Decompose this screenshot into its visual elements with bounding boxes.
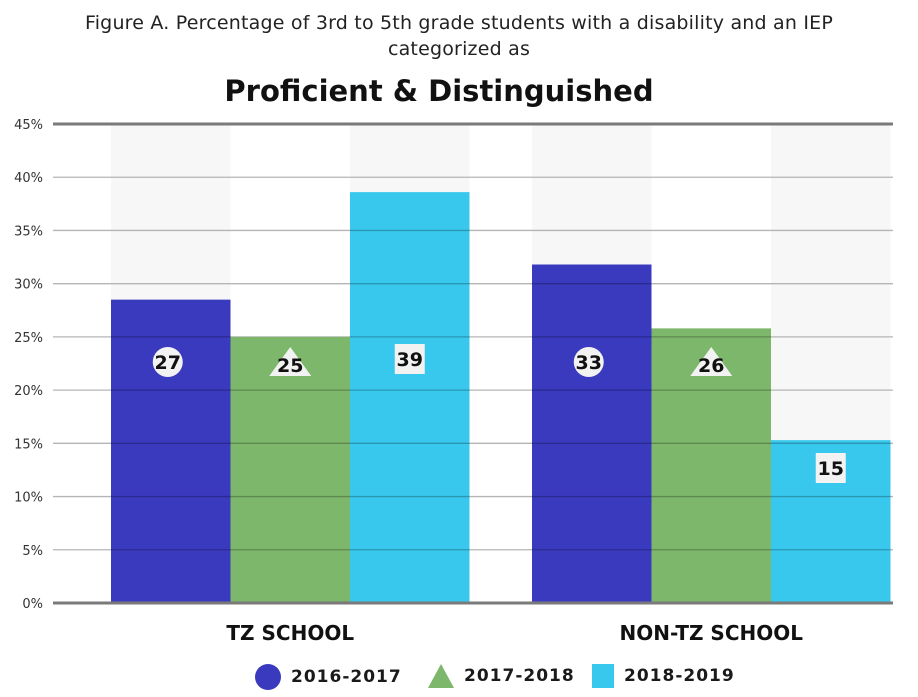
data-label: 27 [155,352,181,374]
y-tick-label: 20% [14,384,43,399]
legend-item-2017-2018[interactable]: 2017-2018 [428,664,575,688]
legend-circle-icon [255,664,281,690]
y-tick-label: 0% [22,597,43,612]
x-category-label: NON-TZ SCHOOL [619,621,803,645]
y-tick-label: 35% [14,224,43,239]
label-square-marker [394,344,425,374]
y-tick-label: 10% [14,491,43,506]
label-circle-marker [152,347,183,377]
chart-title: Proficient & Distinguished [224,74,654,108]
x-axis-labels: TZ SCHOOL NON-TZ SCHOOL [226,621,803,645]
data-labels: 27 25 39 33 26 15 [152,344,846,483]
y-tick-label: 45% [14,118,43,133]
data-label: 26 [698,355,724,377]
data-label: 25 [277,355,303,377]
data-label: 33 [576,352,602,374]
label-triangle-marker [690,347,733,376]
label-triangle-marker [269,347,312,376]
y-tick-label: 15% [14,437,43,452]
bar-2016-2017[interactable] [532,264,652,603]
legend-square-icon [592,664,614,688]
y-tick-label: 25% [14,331,43,346]
legend-label: 2016-2017 [291,667,402,687]
data-label: 15 [818,458,844,480]
label-circle-marker [573,347,604,377]
subtitle-line-1: Figure A. Percentage of 3rd to 5th grade… [84,12,834,34]
legend-item-2016-2017[interactable]: 2016-2017 [255,664,402,690]
label-square-marker [815,453,846,483]
chart-subtitle: Figure A. Percentage of 3rd to 5th grade… [0,10,918,62]
y-tick-label: 40% [14,171,43,186]
bar-2017-2018[interactable] [230,336,351,603]
y-tick-label: 5% [22,544,43,559]
x-category-label: TZ SCHOOL [226,621,354,645]
legend-label: 2017-2018 [464,666,575,686]
y-axis-ticks: 0% 5% 10% 15% 20% 25% 30% 35% 40% 45% [14,118,43,612]
legend: 2016-2017 2017-2018 2018-2019 [0,664,918,694]
bar-chart: 0% 5% 10% 15% 20% 25% 30% 35% 40% 45% 27 25 39 33 26 1… [14,118,893,645]
data-label: 39 [397,349,423,371]
y-tick-label: 30% [14,278,43,293]
legend-label: 2018-2019 [624,666,735,686]
legend-item-2018-2019[interactable]: 2018-2019 [592,664,735,688]
legend-triangle-icon [428,664,454,688]
bar-2016-2017[interactable] [111,299,231,603]
bars [53,192,893,605]
subtitle-line-2: categorized as [387,38,531,60]
bar-2018-2019[interactable] [350,192,470,603]
